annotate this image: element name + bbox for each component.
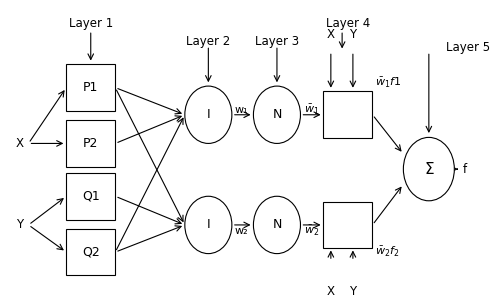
Text: f: f xyxy=(463,163,468,176)
Text: $\bar{w}_1$: $\bar{w}_1$ xyxy=(304,103,320,117)
Text: Layer 5: Layer 5 xyxy=(446,41,490,54)
Text: I: I xyxy=(206,108,210,121)
Ellipse shape xyxy=(185,196,232,253)
Bar xyxy=(66,229,115,275)
Ellipse shape xyxy=(254,86,300,144)
Ellipse shape xyxy=(254,196,300,253)
Text: I: I xyxy=(206,218,210,231)
Text: Q2: Q2 xyxy=(82,245,100,259)
Bar xyxy=(324,201,372,248)
Text: Σ: Σ xyxy=(424,162,434,176)
Bar xyxy=(66,120,115,167)
Text: N: N xyxy=(272,108,281,121)
Ellipse shape xyxy=(404,137,454,201)
Text: Y: Y xyxy=(350,285,356,298)
Text: w₁: w₁ xyxy=(235,105,248,115)
Text: w₂: w₂ xyxy=(235,226,248,236)
Bar xyxy=(324,91,372,138)
Text: X: X xyxy=(327,28,335,41)
Text: $\bar{w}_1 f1$: $\bar{w}_1 f1$ xyxy=(375,76,402,90)
Text: P1: P1 xyxy=(83,81,98,94)
Text: $\bar{w}_2$: $\bar{w}_2$ xyxy=(304,224,319,238)
Text: X: X xyxy=(16,137,24,150)
Text: Layer 2: Layer 2 xyxy=(186,35,230,48)
Text: N: N xyxy=(272,218,281,231)
Ellipse shape xyxy=(185,86,232,144)
Text: P2: P2 xyxy=(83,137,98,150)
Text: Layer 1: Layer 1 xyxy=(68,17,113,30)
Bar xyxy=(66,173,115,220)
Bar xyxy=(66,64,115,111)
Text: Layer 3: Layer 3 xyxy=(255,35,299,48)
Text: Layer 4: Layer 4 xyxy=(326,17,370,30)
Text: Y: Y xyxy=(16,218,24,231)
Text: Y: Y xyxy=(350,28,356,41)
Text: Q1: Q1 xyxy=(82,190,100,203)
Text: X: X xyxy=(327,285,335,298)
Text: $\bar{w}_2 f_2$: $\bar{w}_2 f_2$ xyxy=(375,245,400,259)
